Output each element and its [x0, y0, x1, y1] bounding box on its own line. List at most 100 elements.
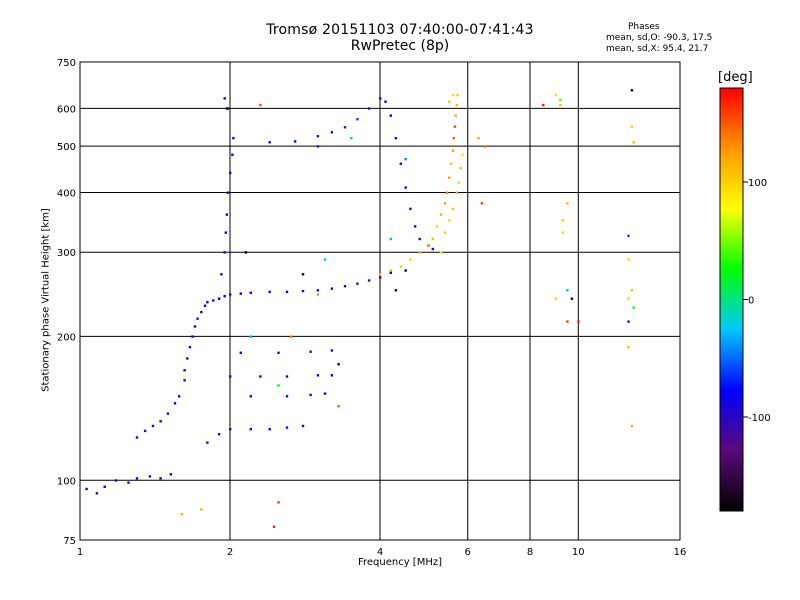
data-point	[159, 477, 162, 480]
data-point	[239, 351, 242, 354]
data-point	[451, 93, 455, 97]
data-point	[379, 97, 382, 100]
x-tick-label: 2	[227, 547, 233, 558]
data-point	[203, 304, 207, 307]
data-point	[277, 351, 280, 354]
data-point	[627, 297, 630, 300]
data-point	[554, 93, 557, 97]
data-point	[316, 289, 320, 292]
data-point	[456, 93, 459, 97]
data-point	[180, 513, 184, 516]
x-axis-ticks: 1 2 4 6 8 10 16	[77, 547, 687, 558]
data-point	[143, 429, 147, 433]
data-point	[268, 141, 271, 144]
data-point	[413, 225, 417, 228]
data-point	[454, 114, 457, 117]
x-tick-label: 1	[77, 547, 83, 558]
data-point	[409, 258, 412, 261]
data-point	[196, 317, 199, 320]
colorbar-ticks: -100 0 100	[743, 178, 771, 424]
data-point	[431, 247, 434, 251]
data-point	[316, 374, 320, 377]
data-point	[394, 289, 398, 292]
plot-frame	[79, 61, 681, 541]
data-point	[249, 335, 252, 338]
colorbar	[719, 87, 744, 512]
data-point	[323, 392, 327, 395]
data-point	[159, 420, 162, 423]
y-axis-label: Stationary phase Virtual Height [km]	[40, 208, 52, 392]
data-point	[206, 441, 209, 444]
data-point	[561, 219, 564, 222]
phases-x-stats: mean, sd,X: 95.4, 21.7	[606, 44, 709, 54]
data-point	[379, 273, 382, 276]
data-point	[389, 269, 392, 272]
data-point	[223, 97, 226, 100]
data-point	[350, 137, 353, 140]
colorbar-tick-label: 100	[748, 178, 767, 189]
data-point	[183, 369, 186, 372]
data-point	[127, 481, 130, 484]
data-point	[566, 202, 569, 205]
data-point	[277, 501, 280, 504]
data-point	[188, 346, 192, 349]
data-point	[166, 412, 170, 415]
y-tick-label: 400	[57, 188, 76, 199]
data-point	[480, 202, 484, 205]
data-point	[399, 265, 402, 268]
data-point	[627, 258, 630, 261]
data-point	[451, 207, 455, 211]
data-point	[451, 149, 455, 152]
chart-title: Tromsø 20151103 07:40:00-07:41:43	[266, 22, 534, 38]
data-point	[404, 269, 407, 272]
data-point	[484, 145, 487, 148]
data-point	[229, 171, 232, 175]
data-point	[249, 428, 252, 431]
data-point	[285, 375, 289, 378]
phases-o-stats: mean, sd,O: -90.3, 17.5	[606, 33, 713, 43]
data-point	[226, 191, 230, 194]
y-tick-label: 200	[57, 332, 76, 343]
x-tick-label: 6	[465, 547, 471, 558]
phases-heading: Phases	[628, 22, 660, 32]
data-point	[224, 231, 227, 234]
data-point	[217, 297, 221, 300]
data-point	[559, 103, 562, 107]
data-point	[439, 213, 443, 216]
data-point	[225, 107, 229, 110]
data-point	[630, 424, 634, 428]
data-point	[542, 103, 545, 107]
data-point	[285, 395, 289, 398]
colorbar-tick-label: -100	[748, 413, 771, 424]
data-point	[191, 335, 194, 338]
data-point	[95, 492, 99, 495]
data-point	[330, 349, 334, 352]
data-point	[627, 234, 630, 237]
data-point	[337, 363, 340, 366]
y-tick-label: 300	[57, 248, 76, 259]
data-point	[443, 231, 447, 234]
colorbar-tick-label: 0	[748, 296, 754, 307]
data-point	[135, 477, 139, 480]
data-point	[225, 213, 229, 216]
data-point	[193, 325, 197, 328]
data-point	[418, 251, 421, 254]
data-point	[566, 289, 569, 292]
data-point	[272, 525, 276, 528]
data-point	[389, 114, 392, 117]
x-tick-label: 4	[377, 547, 383, 558]
data-point	[309, 393, 312, 397]
data-point	[229, 428, 232, 431]
data-point	[367, 107, 371, 110]
data-point	[459, 167, 462, 170]
data-point	[384, 100, 387, 103]
x-axis-label: Frequency [MHz]	[357, 557, 443, 568]
data-point	[223, 251, 226, 254]
data-point	[200, 508, 203, 511]
data-point	[632, 141, 635, 144]
x-tick-label: 10	[572, 547, 585, 558]
data-point	[418, 237, 421, 241]
colorbar-unit-label: [deg]	[718, 70, 753, 85]
data-point	[561, 231, 564, 234]
data-point	[477, 137, 480, 140]
